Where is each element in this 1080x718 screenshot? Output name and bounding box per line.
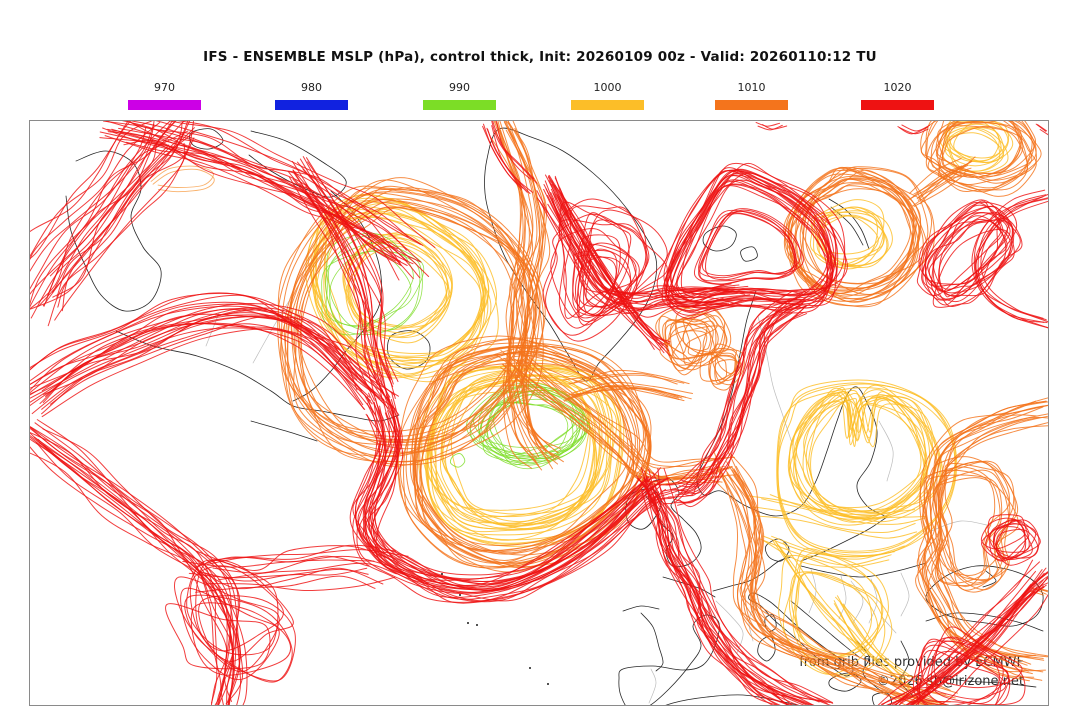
legend-color-swatch bbox=[128, 100, 201, 110]
pressure-legend: 970 980 990 1000 1010 1020 bbox=[0, 0, 1080, 118]
attribution-copyright: ©2026 sb@irizone.net bbox=[876, 674, 1024, 689]
legend-value-label: 1020 bbox=[883, 81, 912, 94]
legend-value-label: 970 bbox=[154, 81, 175, 94]
legend-value-label: 980 bbox=[301, 81, 322, 94]
legend-color-swatch bbox=[715, 100, 788, 110]
legend-color-swatch bbox=[423, 100, 496, 110]
legend-color-swatch bbox=[275, 100, 348, 110]
map-panel: from grib files provided by ECMWF ©2026 … bbox=[29, 120, 1049, 706]
legend-value-label: 1000 bbox=[593, 81, 622, 94]
weather-map-canvas bbox=[30, 121, 1048, 705]
attribution-source: from grib files provided by ECMWF bbox=[799, 655, 1024, 670]
chart-title: IFS - ENSEMBLE MSLP (hPa), control thick… bbox=[203, 49, 877, 65]
attribution: from grib files provided by ECMWF ©2026 … bbox=[799, 653, 1024, 691]
legend-color-swatch bbox=[861, 100, 934, 110]
legend-value-label: 1010 bbox=[737, 81, 766, 94]
legend-color-swatch bbox=[571, 100, 644, 110]
legend-value-label: 990 bbox=[449, 81, 470, 94]
